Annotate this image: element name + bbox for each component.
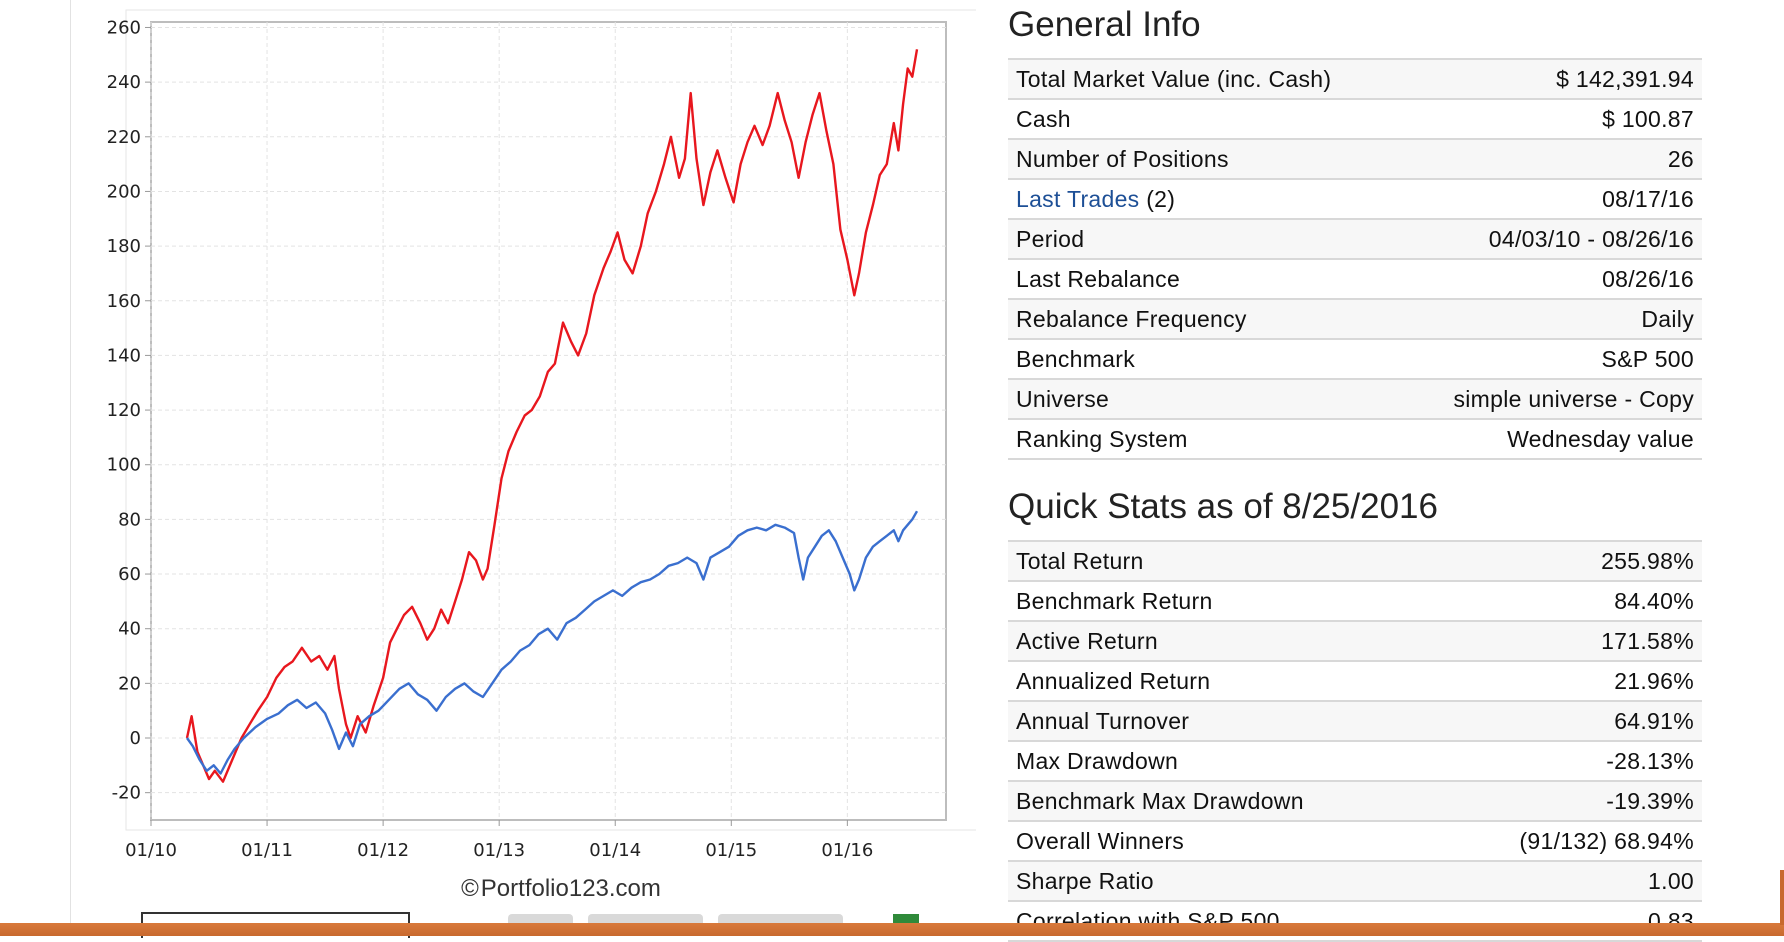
row-ranking-system: Ranking System Wednesday value: [1008, 420, 1702, 460]
row-annualized-return: Annualized Return 21.96%: [1008, 662, 1702, 702]
last-trades-link[interactable]: Last Trades: [1016, 185, 1140, 212]
row-label: Benchmark Return: [1016, 587, 1213, 614]
y-tick-label: 20: [118, 673, 141, 694]
y-tick-label: 60: [118, 564, 141, 585]
x-tick-label: 01/10: [125, 840, 177, 861]
ranking-system-link[interactable]: Wednesday value: [1507, 425, 1694, 452]
row-value: S&P 500: [1601, 345, 1694, 372]
row-label: Active Return: [1016, 627, 1158, 654]
row-value: 171.58%: [1601, 627, 1694, 654]
row-period: Period 04/03/10 - 08/26/16: [1008, 220, 1702, 260]
row-value: 84.40%: [1614, 587, 1694, 614]
row-cash: Cash $ 100.87: [1008, 100, 1702, 140]
row-label: Cash: [1016, 105, 1071, 132]
row-label: Benchmark: [1016, 345, 1136, 372]
benchmark-series-line: [186, 510, 919, 775]
row-value: (91/132) 68.94%: [1519, 827, 1694, 854]
row-label: Ranking System: [1016, 425, 1188, 452]
row-value: 1.00: [1648, 867, 1694, 894]
y-tick-label: 40: [118, 619, 141, 640]
performance-chart-panel: 260 240 220 200 180 160 140 120 100 80 60 40 20 0 -20 0…: [70, 0, 976, 938]
last-trades-date-link[interactable]: 08/17/16: [1602, 185, 1694, 212]
copyright-notice: ©Portfolio123.com: [416, 875, 706, 903]
general-info-table: Total Market Value (inc. Cash) $ 142,391…: [1008, 58, 1702, 460]
row-label: Benchmark Max Drawdown: [1016, 787, 1304, 814]
row-annual-turnover: Annual Turnover 64.91%: [1008, 702, 1702, 742]
y-tick-label: 240: [107, 72, 141, 93]
row-benchmark: Benchmark S&P 500: [1008, 340, 1702, 380]
y-tick-label: 100: [107, 455, 141, 476]
row-label: Total Return: [1016, 547, 1144, 574]
row-value: 255.98%: [1601, 547, 1694, 574]
row-total-market-value: Total Market Value (inc. Cash) $ 142,391…: [1008, 60, 1702, 100]
performance-chart: 260240220200180160140120100806040200-200…: [107, 9, 976, 861]
x-tick-label: 01/14: [589, 840, 641, 861]
number-of-positions-value-link[interactable]: 26: [1667, 145, 1694, 172]
row-label: Max Drawdown: [1016, 747, 1179, 774]
row-value: 08/26/16: [1602, 265, 1694, 292]
x-tick-label: 01/11: [241, 840, 293, 861]
y-tick-label: -20: [112, 783, 141, 804]
portfolio-series-line: [185, 49, 919, 783]
row-label: Period: [1016, 225, 1085, 252]
y-tick-label: 220: [107, 127, 141, 148]
plot-border: [150, 21, 947, 821]
row-label: Sharpe Ratio: [1016, 867, 1154, 894]
row-universe: Universe simple universe - Copy: [1008, 380, 1702, 420]
window-edge: [1780, 870, 1784, 925]
row-label: Annual Turnover: [1016, 707, 1190, 734]
row-last-trades: Last Trades (2) 08/17/16: [1008, 180, 1702, 220]
y-tick-label: 180: [107, 236, 141, 257]
number-of-positions-link[interactable]: Number of Positions: [1016, 145, 1229, 172]
quick-stats-table: Total Return 255.98% Benchmark Return 84…: [1008, 540, 1702, 942]
x-tick-label: 01/13: [473, 840, 525, 861]
copyright-symbol: ©: [461, 875, 479, 902]
row-label: Annualized Return: [1016, 667, 1211, 694]
row-max-drawdown: Max Drawdown -28.13%: [1008, 742, 1702, 782]
row-sharpe-ratio: Sharpe Ratio 1.00: [1008, 862, 1702, 902]
window-bottom-bar: [0, 923, 1784, 936]
x-tick-label: 01/16: [821, 840, 873, 861]
copyright-text: Portfolio123.com: [480, 875, 661, 902]
row-correlation: Correlation with S&P 500 0.83: [1008, 902, 1702, 942]
row-last-rebalance: Last Rebalance 08/26/16: [1008, 260, 1702, 300]
y-tick-label: 120: [107, 400, 141, 421]
row-value: 21.96%: [1614, 667, 1694, 694]
row-label: Last Rebalance: [1016, 265, 1181, 292]
y-tick-label: 140: [107, 345, 141, 366]
info-panel: General Info Total Market Value (inc. Ca…: [1008, 0, 1704, 942]
row-benchmark-return: Benchmark Return 84.40%: [1008, 582, 1702, 622]
row-value: -28.13%: [1606, 747, 1694, 774]
y-tick-label: 260: [107, 17, 141, 38]
row-value: Daily: [1641, 305, 1694, 332]
y-tick-label: 200: [107, 181, 141, 202]
row-total-return: Total Return 255.98%: [1008, 542, 1702, 582]
row-label: Total Market Value (inc. Cash): [1016, 65, 1332, 92]
y-tick-label: 80: [118, 509, 141, 530]
x-tick-label: 01/12: [357, 840, 409, 861]
row-label: Rebalance Frequency: [1016, 305, 1247, 332]
general-info-title: General Info: [1008, 5, 1201, 44]
x-tick-label: 01/15: [705, 840, 757, 861]
row-benchmark-max-drawdown: Benchmark Max Drawdown -19.39%: [1008, 782, 1702, 822]
last-trades-count: (2): [1146, 185, 1176, 212]
row-value: 04/03/10 - 08/26/16: [1488, 225, 1694, 252]
quick-stats-title: Quick Stats as of 8/25/2016: [1008, 487, 1438, 526]
row-number-of-positions: Number of Positions 26: [1008, 140, 1702, 180]
row-value: -19.39%: [1606, 787, 1694, 814]
row-active-return: Active Return 171.58%: [1008, 622, 1702, 662]
row-label: Overall Winners: [1016, 827, 1185, 854]
y-tick-label: 0: [130, 728, 141, 749]
row-value: $ 142,391.94: [1556, 65, 1694, 92]
universe-link[interactable]: simple universe - Copy: [1453, 385, 1694, 412]
row-overall-winners: Overall Winners (91/132) 68.94%: [1008, 822, 1702, 862]
row-rebalance-frequency: Rebalance Frequency Daily: [1008, 300, 1702, 340]
row-label-group: Last Trades (2): [1016, 186, 1175, 213]
row-value: 64.91%: [1614, 707, 1694, 734]
y-tick-label: 160: [107, 291, 141, 312]
row-value: $ 100.87: [1602, 105, 1694, 132]
row-label: Universe: [1016, 385, 1110, 412]
